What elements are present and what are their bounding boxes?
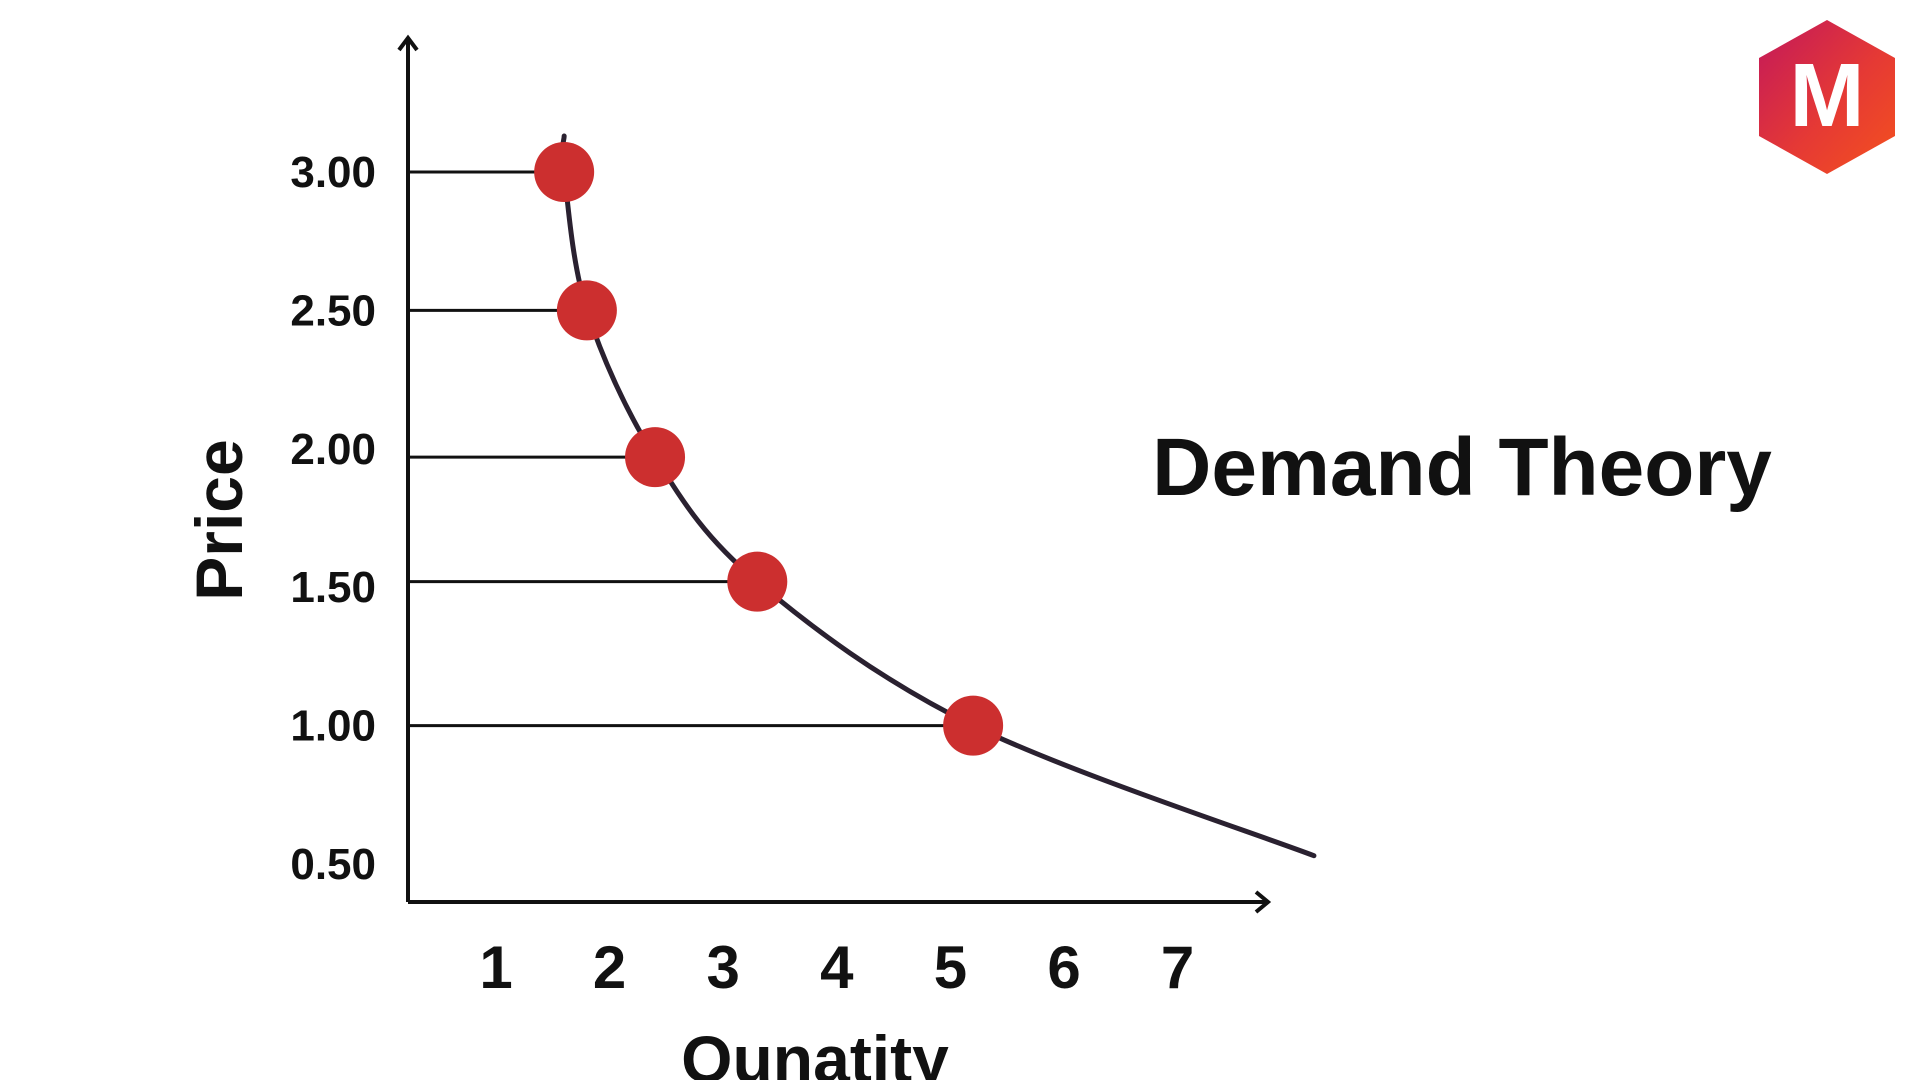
x-tick-label: 6 — [1047, 934, 1080, 1001]
y-axis-arrow — [397, 34, 419, 52]
data-point — [534, 142, 595, 202]
data-point — [625, 427, 686, 488]
data-point — [727, 551, 788, 612]
x-axis-title: Qunatity — [681, 1022, 949, 1080]
y-tick-label: 1.50 — [290, 563, 376, 612]
data-point — [556, 280, 617, 341]
logo-letter: M — [1790, 46, 1865, 146]
y-tick-label: 2.50 — [290, 286, 376, 335]
x-tick-label: 2 — [593, 934, 626, 1001]
x-axis-arrow — [1254, 890, 1272, 914]
demand-curve-line — [559, 133, 1317, 859]
chart-title: Demand Theory — [1152, 422, 1772, 513]
brand-logo: M — [1759, 20, 1895, 174]
x-tick-label: 7 — [1161, 934, 1194, 1001]
x-tick-labels: 1 2 3 4 5 6 7 — [479, 934, 1194, 1001]
x-tick-label: 4 — [820, 934, 854, 1001]
logo-hexagon-icon — [1759, 20, 1895, 174]
x-tick-label: 5 — [934, 934, 967, 1001]
y-axis-title: Price — [182, 439, 256, 600]
y-tick-label: 3.00 — [290, 148, 376, 197]
data-points — [534, 142, 1004, 756]
y-tick-label: 2.00 — [290, 425, 376, 474]
y-tick-label: 1.00 — [290, 702, 376, 751]
x-tick-label: 1 — [479, 934, 512, 1001]
axes — [397, 34, 1272, 914]
x-tick-label: 3 — [707, 934, 740, 1001]
y-tick-labels: 0.50 1.00 1.50 2.00 2.50 3.00 — [290, 148, 376, 889]
data-point — [943, 695, 1004, 756]
y-tick-label: 0.50 — [290, 840, 376, 889]
price-guide-lines — [408, 170, 974, 728]
